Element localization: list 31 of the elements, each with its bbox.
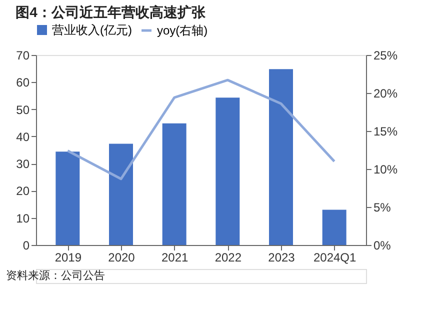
x-tick-label: 2023 bbox=[268, 250, 296, 264]
y-tick-label: 40 bbox=[16, 130, 30, 144]
bar bbox=[269, 69, 293, 245]
y2-tick-label: 0% bbox=[374, 238, 392, 252]
y2-tick-label: 20% bbox=[374, 86, 398, 100]
y2-tick-label: 10% bbox=[374, 162, 398, 176]
y-tick-label: 50 bbox=[16, 102, 30, 117]
legend-label: yoy(右轴) bbox=[157, 24, 208, 38]
chart-title: 图4：公司近五年营收高速扩张 bbox=[16, 4, 206, 20]
y2-tick-label: 25% bbox=[374, 48, 398, 62]
y2-tick-label: 15% bbox=[374, 124, 398, 138]
x-tick-label: 2019 bbox=[54, 250, 82, 264]
text: 资料来源：公司公告 bbox=[6, 269, 105, 282]
x-tick-label: 2022 bbox=[214, 250, 242, 264]
y-tick-label: 0 bbox=[22, 238, 30, 252]
y-tick-label: 30 bbox=[16, 157, 30, 172]
y-tick-label: 10 bbox=[16, 211, 30, 226]
y2-tick-label: 5% bbox=[374, 200, 392, 214]
y-tick-label: 20 bbox=[16, 184, 30, 198]
legend-label: 营业收入(亿元) bbox=[52, 23, 132, 37]
x-tick-label: 2021 bbox=[161, 250, 189, 264]
bar bbox=[109, 144, 133, 245]
bar bbox=[56, 152, 80, 245]
x-tick-label: 2024Q1 bbox=[313, 250, 357, 264]
y-tick-label: 70 bbox=[16, 48, 30, 62]
bar bbox=[216, 98, 240, 245]
x-tick-label: 2020 bbox=[108, 250, 136, 264]
bar bbox=[322, 210, 346, 245]
bar bbox=[162, 123, 186, 245]
y-tick-label: 60 bbox=[16, 76, 30, 90]
line-series bbox=[66, 78, 336, 180]
